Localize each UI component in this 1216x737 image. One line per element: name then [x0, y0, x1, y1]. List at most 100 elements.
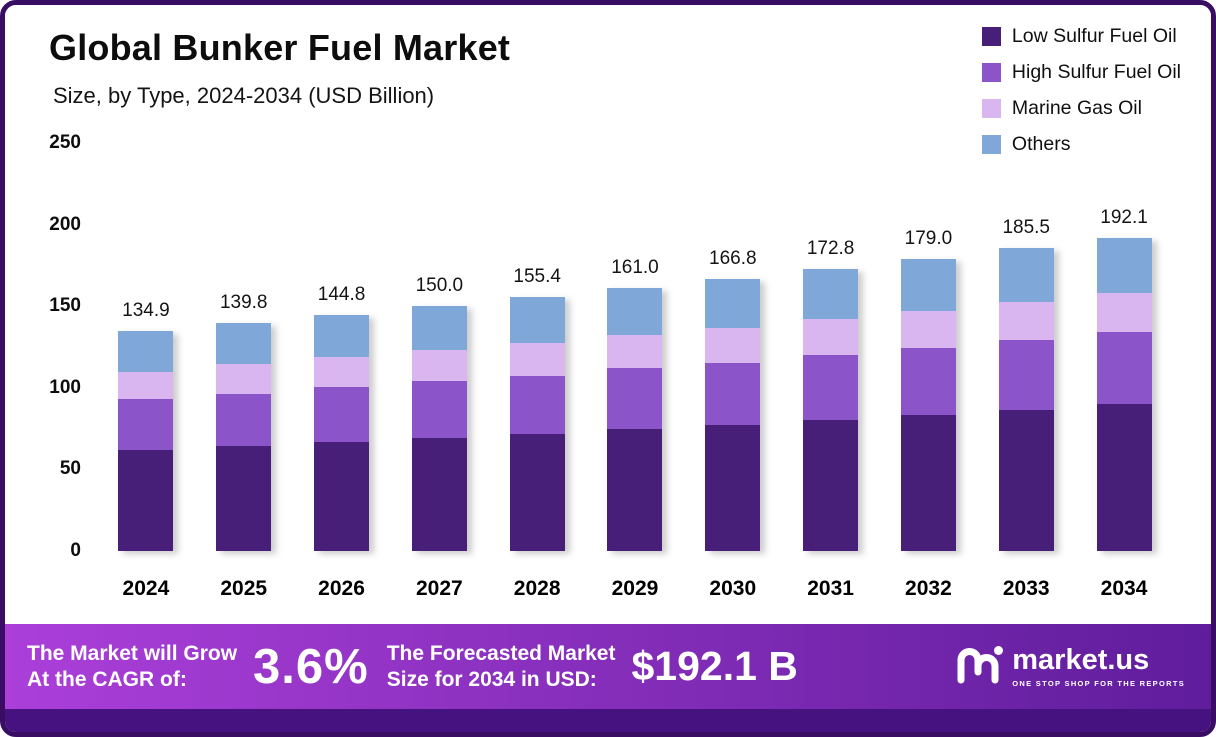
forecast-label-line2: Size for 2034 in USD:	[386, 667, 597, 691]
bar-stack-2033	[998, 248, 1054, 551]
y-axis-tick-label: 150	[49, 295, 81, 317]
x-axis-label-2034: 2034	[1100, 577, 1148, 600]
bar-stack-2030	[705, 278, 761, 551]
bar-segment	[1096, 404, 1152, 551]
bottom-banner: The Market will Grow At the CAGR of: 3.6…	[5, 624, 1211, 709]
bar-segment	[705, 327, 761, 363]
bar-segment	[314, 441, 370, 551]
x-axis-label-2027: 2027	[415, 577, 463, 600]
x-axis-label-2029: 2029	[611, 577, 659, 600]
y-axis-tick-label: 0	[70, 540, 81, 561]
bar-segment	[607, 288, 663, 335]
bar-total-label: 161.0	[611, 257, 659, 279]
bar-group-2027: 150.0	[390, 143, 488, 551]
bar-segment	[216, 393, 272, 446]
bar-segment	[411, 437, 467, 551]
x-axis-label-2024: 2024	[122, 577, 170, 600]
bar-stack-2034	[1096, 237, 1152, 551]
y-axis-tick-label: 200	[49, 213, 81, 235]
bar-group-2033: 185.5	[977, 143, 1075, 551]
bar-group-2031: 172.8	[782, 143, 880, 551]
x-axis-label-2025: 2025	[220, 577, 268, 600]
bar-segment	[216, 364, 272, 394]
y-axis-tick-label: 100	[49, 376, 81, 398]
legend-item-0: Low Sulfur Fuel Oil	[981, 25, 1181, 48]
bar-segment	[900, 258, 956, 312]
legend-label: Low Sulfur Fuel Oil	[1011, 25, 1177, 47]
x-axis-labels: 2024 2025 2026 2027 2028 2029 2030 2031 2032 2033…	[97, 577, 1173, 601]
legend-item-2: Marine Gas Oil	[981, 97, 1181, 120]
y-axis-tick-label: 250	[49, 132, 81, 153]
marketus-logo-tagline: ONE STOP SHOP FOR THE REPORTS	[1012, 678, 1185, 688]
legend-label: High Sulfur Fuel Oil	[1011, 61, 1181, 83]
forecast-label: The Forecasted Market Size for 2034 in U…	[387, 641, 616, 692]
legend-item-3: Others	[981, 133, 1181, 156]
cagr-label: The Market will Grow At the CAGR of:	[27, 641, 237, 692]
bar-stack-2025	[216, 322, 272, 551]
bar-stack-2031	[803, 269, 859, 551]
bar-total-label: 155.4	[513, 266, 561, 288]
chart-header: Global Bunker Fuel Market Size, by Type,…	[49, 27, 510, 109]
bar-stack-2024	[118, 330, 174, 551]
legend-label: Marine Gas Oil	[1011, 97, 1142, 119]
chart-section: Global Bunker Fuel Market Size, by Type,…	[5, 5, 1211, 624]
bar-segment	[509, 297, 565, 344]
bar-segment	[1096, 237, 1152, 293]
bar-segment	[411, 381, 467, 438]
bar-group-2025: 139.8	[195, 143, 293, 551]
chart-subtitle: Size, by Type, 2024-2034 (USD Billion)	[53, 83, 435, 108]
bar-group-2029: 161.0	[586, 143, 684, 551]
marketus-logo: market.us ONE STOP SHOP FOR THE REPORTS	[957, 644, 1185, 689]
bar-total-label: 144.8	[317, 283, 366, 305]
bar-segment	[509, 433, 565, 551]
forecast-value: $192.1 B	[631, 643, 798, 689]
bar-segment	[118, 399, 174, 450]
bar-segment	[998, 248, 1054, 303]
marketus-logo-text-block: market.us ONE STOP SHOP FOR THE REPORTS	[1012, 643, 1185, 688]
bar-group-2026: 144.8	[293, 143, 391, 551]
bar-total-label: 192.1	[1100, 206, 1148, 228]
bar-segment	[803, 319, 859, 356]
bar-segment	[118, 449, 174, 551]
y-axis-tick-label: 50	[59, 458, 81, 480]
bar-segment	[607, 334, 663, 369]
bar-segment	[314, 357, 370, 387]
page-title: Global Bunker Fuel Market	[49, 27, 511, 68]
marketus-logo-text: market.us	[1012, 643, 1150, 676]
bar-segment	[118, 330, 174, 372]
bar-segment	[509, 343, 565, 376]
legend-swatch-icon	[981, 27, 1001, 46]
legend-label: Others	[1011, 133, 1071, 155]
bar-stack-2029	[607, 288, 663, 551]
x-axis-label-2028: 2028	[513, 577, 561, 600]
bar-segment	[411, 350, 467, 382]
bar-segment	[705, 362, 761, 425]
bar-segment	[1096, 293, 1152, 333]
bar-total-label: 139.8	[219, 291, 268, 313]
bar-group-2034: 192.1	[1075, 143, 1173, 551]
legend-swatch-icon	[981, 63, 1001, 82]
bar-segment	[705, 278, 761, 328]
x-axis-label-2032: 2032	[905, 577, 952, 600]
bar-group-2028: 155.4	[488, 143, 586, 551]
bar-total-label: 179.0	[904, 227, 953, 249]
chart-plot: 250 200 150 100 50 0 134.9 139.8 144.8 150.0 155.4…	[49, 132, 1173, 561]
bar-total-label: 166.8	[709, 247, 757, 269]
forecast-label-line1: The Forecasted Market	[386, 641, 616, 665]
bar-group-2030: 166.8	[684, 143, 782, 551]
bar-segment	[607, 428, 663, 551]
bar-segment	[314, 386, 370, 442]
bar-segment	[803, 355, 859, 420]
bar-segment	[803, 419, 859, 551]
bar-segment	[998, 302, 1054, 341]
bar-segment	[998, 409, 1054, 551]
bar-stack-2028	[509, 297, 565, 551]
x-axis-label-2030: 2030	[709, 577, 757, 600]
bar-segment	[607, 368, 663, 429]
marketus-logo-icon	[957, 644, 1004, 689]
bar-stack-2026	[314, 314, 370, 551]
bar-segment	[803, 269, 859, 320]
bar-total-label: 134.9	[122, 299, 170, 321]
bar-segment	[1096, 332, 1152, 405]
cagr-label-line1: The Market will Grow	[27, 641, 238, 665]
